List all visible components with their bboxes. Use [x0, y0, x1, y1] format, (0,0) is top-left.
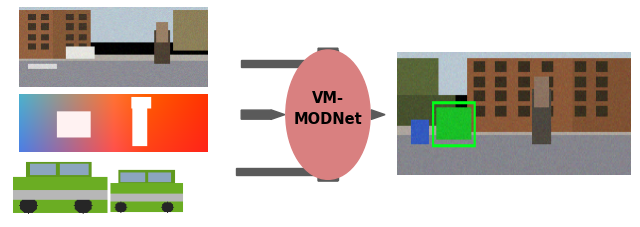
Bar [318, 50, 338, 64]
Text: VM-
MODNet: VM- MODNet [294, 91, 362, 127]
Bar [241, 60, 328, 67]
Bar [236, 168, 328, 175]
Bar [318, 168, 338, 180]
Polygon shape [314, 48, 342, 66]
Polygon shape [314, 164, 342, 181]
Polygon shape [241, 110, 285, 119]
Ellipse shape [286, 50, 370, 179]
Polygon shape [371, 110, 385, 119]
